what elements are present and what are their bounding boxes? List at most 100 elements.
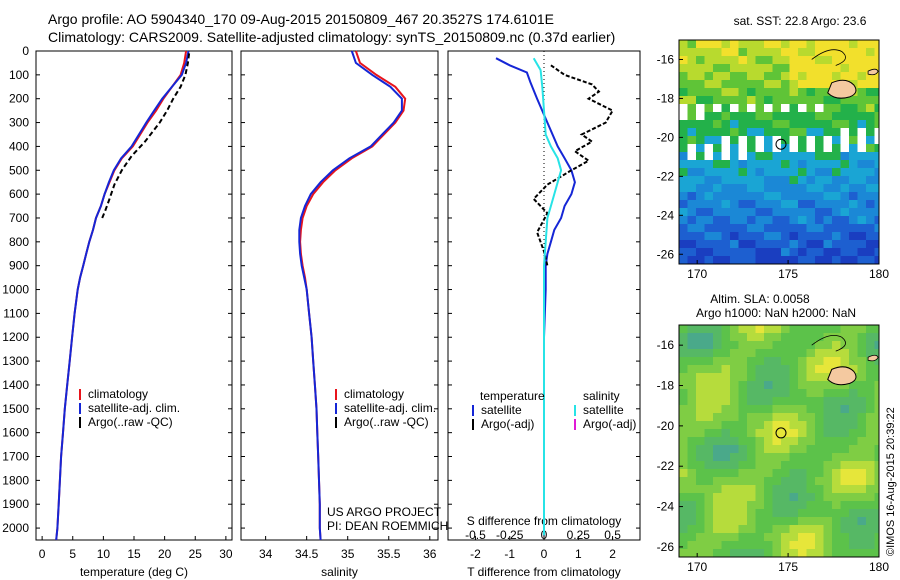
sst-lat-tick-label: -22: [657, 169, 675, 183]
sst-grid-cell: [866, 48, 875, 56]
sla-grid-cell: [755, 453, 764, 461]
sst-map-grid: [679, 40, 879, 264]
sst-grid-cell: [798, 64, 807, 72]
figure-title-line2: Climatology: CARS2009. Satellite-adjuste…: [48, 29, 616, 45]
sla-grid-cell: [747, 501, 756, 509]
sst-grid-cell: [755, 64, 764, 72]
sst-grid-cell: [823, 240, 832, 248]
sst-grid-cell: [738, 256, 747, 264]
sst-grid-cell: [857, 168, 866, 176]
sst-grid-cell: [815, 48, 824, 56]
sla-grid-cell: [679, 429, 688, 437]
sst-grid-cell: [764, 104, 773, 112]
sst-grid-cell: [840, 136, 849, 144]
sla-grid-cell: [730, 333, 739, 341]
sla-grid-cell: [798, 493, 807, 501]
sla-grid-cell: [832, 389, 841, 397]
sla-grid-cell: [687, 525, 696, 533]
sla-grid-cell: [721, 397, 730, 405]
sla-grid-cell: [789, 405, 798, 413]
sst-grid-cell: [738, 184, 747, 192]
sst-grid-cell: [704, 176, 713, 184]
sla-grid-cell: [857, 341, 866, 349]
sst-grid-cell: [874, 208, 879, 216]
salinity-x-tick-label: 35.5: [377, 547, 401, 561]
sla-grid-cell: [815, 389, 824, 397]
sla-grid-cell: [806, 541, 815, 549]
depth-tick-label: 1600: [2, 426, 29, 440]
sla-grid-cell: [764, 413, 773, 421]
sst-grid-cell: [823, 184, 832, 192]
sst-grid-cell: [866, 224, 875, 232]
sla-grid-cell: [815, 397, 824, 405]
sla-grid-cell: [738, 389, 747, 397]
sla-grid-cell: [721, 421, 730, 429]
sla-grid-cell: [772, 333, 781, 341]
sst-grid-cell: [798, 160, 807, 168]
sla-grid-cell: [730, 509, 739, 517]
sst-lat-tick-label: -26: [657, 247, 675, 261]
sla-grid-cell: [747, 541, 756, 549]
sst-grid-cell: [772, 192, 781, 200]
temperature-plot-frame: [35, 50, 233, 541]
sst-grid-cell: [866, 192, 875, 200]
sst-grid-cell: [679, 112, 688, 120]
sla-grid-cell: [789, 477, 798, 485]
sst-grid-cell: [764, 128, 773, 136]
sla-grid-cell: [789, 365, 798, 373]
sla-grid-cell: [832, 333, 841, 341]
sla-grid-cell: [849, 421, 858, 429]
sst-map-title: sat. SST: 22.8 Argo: 23.6: [734, 14, 867, 28]
sla-grid-cell: [764, 549, 773, 557]
sst-grid-cell: [679, 256, 688, 264]
sla-grid-cell: [764, 453, 773, 461]
sla-grid-cell: [815, 421, 824, 429]
sla-grid-cell: [798, 413, 807, 421]
sla-grid-cell: [857, 397, 866, 405]
sst-grid-cell: [730, 248, 739, 256]
sla-grid-cell: [866, 517, 875, 525]
sla-grid-cell: [798, 509, 807, 517]
sla-grid-cell: [772, 349, 781, 357]
sla-grid-cell: [755, 373, 764, 381]
sst-grid-cell: [704, 40, 713, 48]
sst-grid-cell: [755, 48, 764, 56]
sla-grid-cell: [815, 517, 824, 525]
sla-grid-cell: [730, 485, 739, 493]
sla-grid-cell: [687, 365, 696, 373]
sla-grid-cell: [789, 389, 798, 397]
temperature-argo-line: [101, 53, 191, 219]
sla-grid-cell: [755, 549, 764, 557]
sla-grid-cell: [857, 413, 866, 421]
sst-grid-cell: [721, 192, 730, 200]
sst-grid-cell: [747, 216, 756, 224]
sla-grid-cell: [721, 429, 730, 437]
sst-grid-cell: [696, 48, 705, 56]
sla-grid-cell: [857, 421, 866, 429]
sla-grid-cell: [874, 541, 879, 549]
sla-grid-cell: [798, 437, 807, 445]
sst-grid-cell: [798, 224, 807, 232]
sla-grid-cell: [738, 533, 747, 541]
sst-grid-cell: [806, 168, 815, 176]
sla-grid-cell: [857, 405, 866, 413]
sst-grid-cell: [815, 176, 824, 184]
sst-grid-cell: [738, 112, 747, 120]
sla-grid-cell: [806, 421, 815, 429]
sla-grid-cell: [781, 325, 790, 333]
sla-grid-cell: [747, 333, 756, 341]
sla-grid-cell: [798, 325, 807, 333]
sla-grid-cell: [772, 381, 781, 389]
sst-grid-cell: [840, 120, 849, 128]
sst-coastline: [811, 49, 846, 66]
difference-x-tick-label: 0: [541, 547, 548, 561]
sst-grid-cell: [781, 96, 790, 104]
salinity-x-tick-label: 35: [341, 547, 355, 561]
sst-grid-cell: [679, 208, 688, 216]
depth-tick-label: 1300: [2, 354, 29, 368]
sla-grid-cell: [713, 469, 722, 477]
sst-grid-cell: [679, 176, 688, 184]
sst-grid-cell: [832, 240, 841, 248]
sla-grid-cell: [696, 413, 705, 421]
sst-grid-cell: [823, 48, 832, 56]
